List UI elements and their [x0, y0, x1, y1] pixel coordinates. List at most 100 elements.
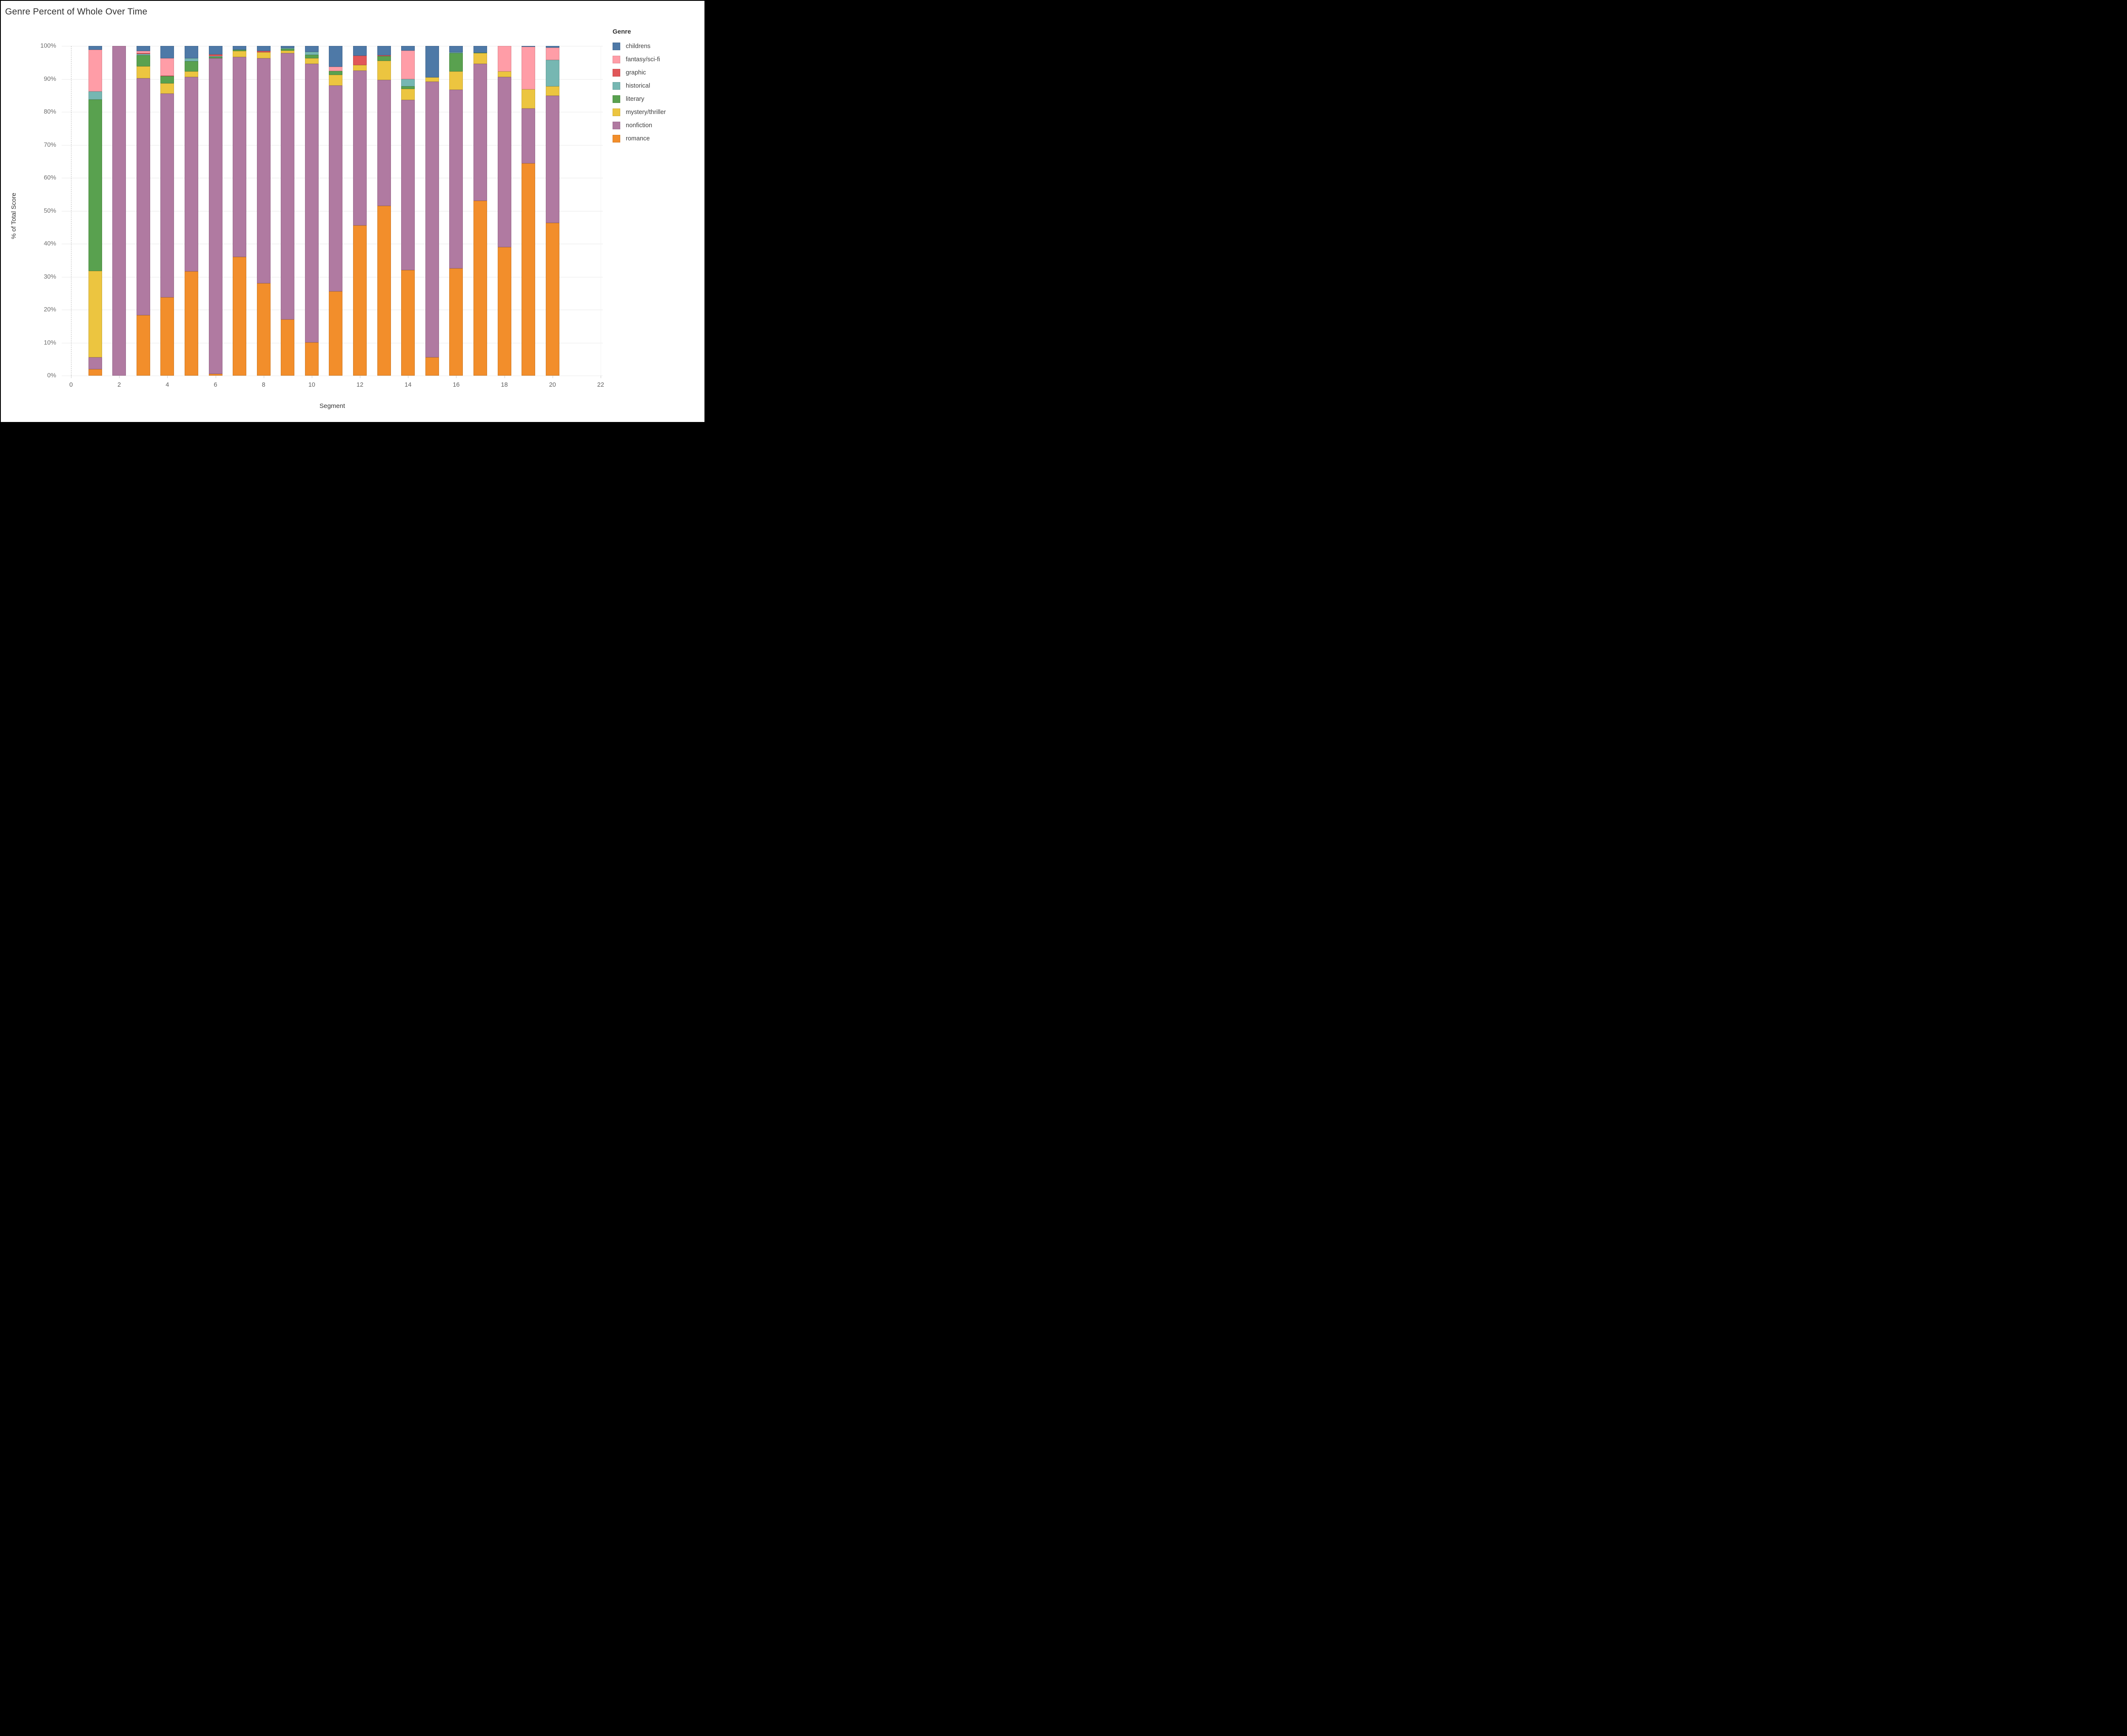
bar-1-literary[interactable]	[88, 100, 102, 271]
bar-16-literary[interactable]	[449, 53, 463, 72]
bar-15-nonfiction[interactable]	[425, 82, 439, 358]
bar-18-fantasy-sci-fi[interactable]	[497, 46, 511, 72]
bar-17-childrens[interactable]	[473, 46, 488, 53]
bar-5-childrens[interactable]	[184, 46, 198, 59]
bar-14-childrens[interactable]	[401, 46, 415, 51]
bar-3-nonfiction[interactable]	[136, 78, 150, 316]
bar-6-literary[interactable]	[208, 57, 222, 58]
bar-11-nonfiction[interactable]	[329, 86, 343, 292]
bar-4-fantasy-sci-fi[interactable]	[160, 58, 174, 76]
bar-16-mystery-thriller[interactable]	[449, 71, 463, 90]
bar-14-literary[interactable]	[401, 86, 415, 89]
bar-5-literary[interactable]	[184, 61, 198, 71]
bar-16-childrens[interactable]	[449, 46, 463, 52]
bar-20-nonfiction[interactable]	[545, 96, 559, 223]
bar-10-historical[interactable]	[305, 51, 319, 55]
bar-18-mystery-thriller[interactable]	[497, 71, 511, 77]
bar-3-literary[interactable]	[136, 55, 150, 67]
bar-6-romance[interactable]	[208, 374, 222, 376]
bar-8-graphic[interactable]	[257, 51, 271, 52]
bar-5-mystery-thriller[interactable]	[184, 71, 198, 77]
bar-7-nonfiction[interactable]	[233, 57, 247, 257]
bar-20-fantasy-sci-fi[interactable]	[545, 47, 559, 60]
bar-13-romance[interactable]	[377, 205, 391, 376]
bar-9-romance[interactable]	[281, 319, 295, 376]
bar-7-literary[interactable]	[233, 49, 247, 51]
bar-16-nonfiction[interactable]	[449, 90, 463, 269]
bar-15-mystery-thriller[interactable]	[425, 77, 439, 82]
bar-11-childrens[interactable]	[329, 46, 343, 67]
bar-7-romance[interactable]	[233, 257, 247, 376]
bar-8-nonfiction[interactable]	[257, 58, 271, 283]
bar-13-mystery-thriller[interactable]	[377, 60, 391, 80]
bar-17-literary[interactable]	[473, 52, 488, 54]
bar-8-childrens[interactable]	[257, 46, 271, 51]
bar-4-childrens[interactable]	[160, 46, 174, 58]
bar-18-romance[interactable]	[497, 247, 511, 376]
bar-12-mystery-thriller[interactable]	[353, 65, 367, 71]
bar-14-nonfiction[interactable]	[401, 100, 415, 270]
bar-3-historical[interactable]	[136, 54, 150, 55]
bar-20-historical[interactable]	[545, 60, 559, 86]
bar-13-literary[interactable]	[377, 56, 391, 61]
bar-7-mystery-thriller[interactable]	[233, 51, 247, 57]
bar-3-mystery-thriller[interactable]	[136, 66, 150, 78]
legend-item-mystery-thriller[interactable]: mystery/thriller	[613, 105, 702, 119]
bar-6-historical[interactable]	[208, 56, 222, 57]
bar-9-childrens[interactable]	[281, 46, 295, 48]
bar-10-romance[interactable]	[305, 342, 319, 376]
bar-1-nonfiction[interactable]	[88, 357, 102, 370]
bar-5-nonfiction[interactable]	[184, 77, 198, 272]
bar-1-historical[interactable]	[88, 91, 102, 100]
bar-19-romance[interactable]	[522, 163, 536, 376]
bar-4-graphic[interactable]	[160, 75, 174, 77]
bar-10-childrens[interactable]	[305, 46, 319, 52]
bar-10-literary[interactable]	[305, 54, 319, 59]
bar-19-nonfiction[interactable]	[522, 108, 536, 163]
bar-20-childrens[interactable]	[545, 46, 559, 48]
legend-item-historical[interactable]: historical	[613, 79, 702, 92]
legend-item-romance[interactable]: romance	[613, 132, 702, 145]
bar-13-nonfiction[interactable]	[377, 80, 391, 206]
bar-12-nonfiction[interactable]	[353, 70, 367, 226]
bar-4-nonfiction[interactable]	[160, 94, 174, 297]
bar-3-graphic[interactable]	[136, 53, 150, 54]
bar-9-literary[interactable]	[281, 48, 295, 51]
bar-17-nonfiction[interactable]	[473, 63, 488, 201]
bar-8-mystery-thriller[interactable]	[257, 52, 271, 58]
bar-19-fantasy-sci-fi[interactable]	[522, 46, 536, 90]
bar-11-fantasy-sci-fi[interactable]	[329, 67, 343, 71]
bar-11-literary[interactable]	[329, 71, 343, 75]
bar-10-nonfiction[interactable]	[305, 63, 319, 342]
bar-12-romance[interactable]	[353, 225, 367, 376]
bar-17-mystery-thriller[interactable]	[473, 53, 488, 64]
bar-6-nonfiction[interactable]	[208, 58, 222, 374]
bar-9-nonfiction[interactable]	[281, 53, 295, 320]
bar-3-fantasy-sci-fi[interactable]	[136, 51, 150, 54]
bar-14-fantasy-sci-fi[interactable]	[401, 50, 415, 80]
bar-12-graphic[interactable]	[353, 56, 367, 65]
bar-5-historical[interactable]	[184, 58, 198, 61]
bar-4-literary[interactable]	[160, 76, 174, 84]
bar-11-mystery-thriller[interactable]	[329, 74, 343, 86]
bar-1-fantasy-sci-fi[interactable]	[88, 50, 102, 91]
bar-20-romance[interactable]	[545, 223, 559, 376]
bar-9-mystery-thriller[interactable]	[281, 50, 295, 54]
bar-1-romance[interactable]	[88, 369, 102, 376]
legend-item-literary[interactable]: literary	[613, 92, 702, 105]
bar-13-graphic[interactable]	[377, 55, 391, 57]
bar-14-romance[interactable]	[401, 270, 415, 376]
bar-17-romance[interactable]	[473, 201, 488, 376]
bar-14-mystery-thriller[interactable]	[401, 89, 415, 100]
bar-15-romance[interactable]	[425, 357, 439, 376]
bar-5-romance[interactable]	[184, 271, 198, 376]
bar-13-childrens[interactable]	[377, 46, 391, 56]
bar-10-mystery-thriller[interactable]	[305, 58, 319, 64]
bar-8-romance[interactable]	[257, 283, 271, 376]
bar-1-childrens[interactable]	[88, 46, 102, 50]
legend-item-childrens[interactable]: childrens	[613, 40, 702, 53]
bar-19-childrens[interactable]	[522, 46, 536, 47]
bar-2-nonfiction[interactable]	[112, 46, 126, 376]
bar-4-romance[interactable]	[160, 297, 174, 376]
bar-20-mystery-thriller[interactable]	[545, 86, 559, 96]
